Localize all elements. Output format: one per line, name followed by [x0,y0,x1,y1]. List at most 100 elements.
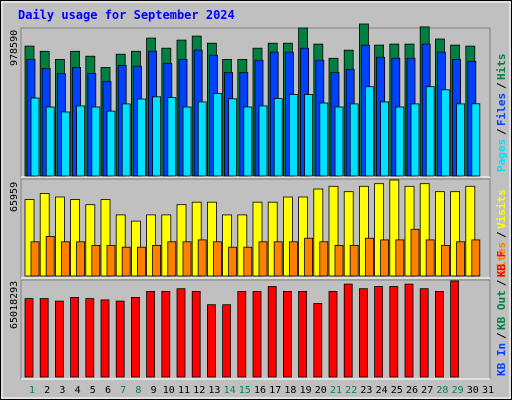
bar-sites-day-30 [471,239,481,277]
x-label-day-11: 11 [178,385,190,396]
bar-pages-day-21 [334,106,344,177]
legend-visits: Visits [495,189,508,229]
bar-sites-day-17 [273,241,283,277]
bar-pages-day-13 [212,93,222,177]
bars-middle [24,179,481,277]
bar-sites-day-20 [319,241,329,277]
bar-pages-day-8 [136,98,146,177]
bar-sites-day-28 [440,244,450,277]
bar-visits-day-2 [39,193,50,277]
bar-pages-day-11 [182,106,192,177]
x-label-day-19: 19 [300,385,312,396]
x-label-day-7: 7 [120,385,126,396]
x-axis-day-labels: 1 2 3 4 5 6 7 8 9 10 11 12 13 14 15 16 17 18 19 20 21 22 23 24 2… [29,385,494,396]
bar-kb-f-day-1 [24,298,34,378]
bar-pages-day-24 [380,101,390,177]
bar-visits-day-30 [465,185,476,277]
x-label-day-30: 30 [467,385,479,396]
bar-pages-day-6 [106,110,116,177]
bar-visits-day-21 [328,185,339,277]
bar-kb-f-day-2 [39,298,49,378]
bar-kb-f-day-11 [176,288,186,378]
legend-kb-f: KB F [495,251,508,278]
bar-sites-day-26 [410,228,420,277]
x-label-day-21: 21 [330,385,342,396]
x-label-day-3: 3 [59,385,65,396]
bar-pages-day-4 [76,105,85,177]
bar-pages-day-18 [288,94,298,177]
bar-kb-f-day-3 [55,300,64,378]
bar-sites-day-11 [182,241,192,277]
bar-kb-f-day-15 [237,290,247,378]
x-label-day-24: 24 [376,385,388,396]
x-label-day-10: 10 [163,385,175,396]
x-label-day-13: 13 [208,385,220,396]
bar-kb-f-day-18 [282,290,292,378]
bar-pages-day-28 [440,89,450,177]
bar-sites-day-8 [136,246,146,277]
bar-pages-day-27 [425,86,435,177]
bars-top [24,23,481,177]
middle-max-label: 65959 [9,182,20,212]
bar-kb-f-day-14 [222,304,232,378]
bar-pages-day-2 [45,106,55,177]
bar-pages-day-14 [228,98,238,177]
bar-sites-day-16 [258,241,268,277]
bar-kb-f-day-24 [374,286,384,378]
legend-files: Files [495,93,508,126]
bar-sites-day-29 [456,241,466,277]
legend-middle: Sites / Visits [495,189,508,275]
bar-kb-f-day-7 [115,300,125,378]
x-label-day-25: 25 [391,385,403,396]
bar-kb-f-day-19 [298,290,308,378]
bar-pages-day-20 [319,102,329,177]
bar-visits-day-12 [191,201,202,277]
bar-pages-day-29 [456,103,466,177]
legend-hits: Hits [495,54,508,81]
x-label-day-5: 5 [90,385,96,396]
bar-visits-day-23 [358,185,369,277]
bar-visits-day-16 [252,201,263,277]
bar-kb-f-day-22 [343,283,353,378]
bar-pages-day-7 [121,103,131,177]
bar-pages-day-22 [349,103,359,177]
bar-sites-day-23 [364,237,374,277]
bar-pages-day-9 [152,96,162,177]
bar-sites-day-9 [152,244,162,277]
chart-title: Daily usage for September 2024 [18,8,235,22]
bar-kb-f-day-16 [252,290,262,378]
bar-visits-day-28 [434,191,445,277]
bar-visits-day-14 [222,214,233,277]
legend-separator: / [495,231,508,238]
bar-visits-day-18 [282,196,293,277]
legend-sites: Sites [495,242,508,275]
bar-sites-day-21 [334,244,344,277]
bar-visits-day-15 [237,214,248,277]
bar-sites-day-4 [76,241,85,277]
bar-kb-f-day-17 [267,286,277,378]
bar-visits-day-17 [267,201,278,277]
bar-pages-day-15 [243,106,253,177]
x-label-day-1: 1 [29,385,35,396]
bar-sites-day-3 [61,241,70,277]
bar-kb-f-day-29 [450,280,460,378]
legend-kb-out: KB Out [495,290,508,330]
bar-sites-day-10 [167,241,177,277]
bar-visits-day-4 [70,199,80,277]
legend-kb-in: KB In [495,343,508,376]
bar-visits-day-5 [85,204,96,277]
bar-visits-day-29 [450,191,461,277]
bar-sites-day-12 [197,239,207,277]
x-label-day-9: 9 [151,385,157,396]
bar-pages-day-17 [273,98,283,177]
legend-bottom: KB In/KB Out/KB F [495,251,508,376]
bar-visits-day-20 [313,188,324,277]
bar-pages-day-25 [395,106,405,177]
x-label-day-15: 15 [239,385,251,396]
bar-sites-day-27 [425,239,435,277]
bar-kb-f-day-21 [328,290,338,378]
bar-sites-day-25 [395,239,405,277]
bar-kb-f-day-25 [389,286,399,378]
bar-visits-day-19 [298,196,309,277]
bar-kb-f-day-28 [434,290,444,378]
